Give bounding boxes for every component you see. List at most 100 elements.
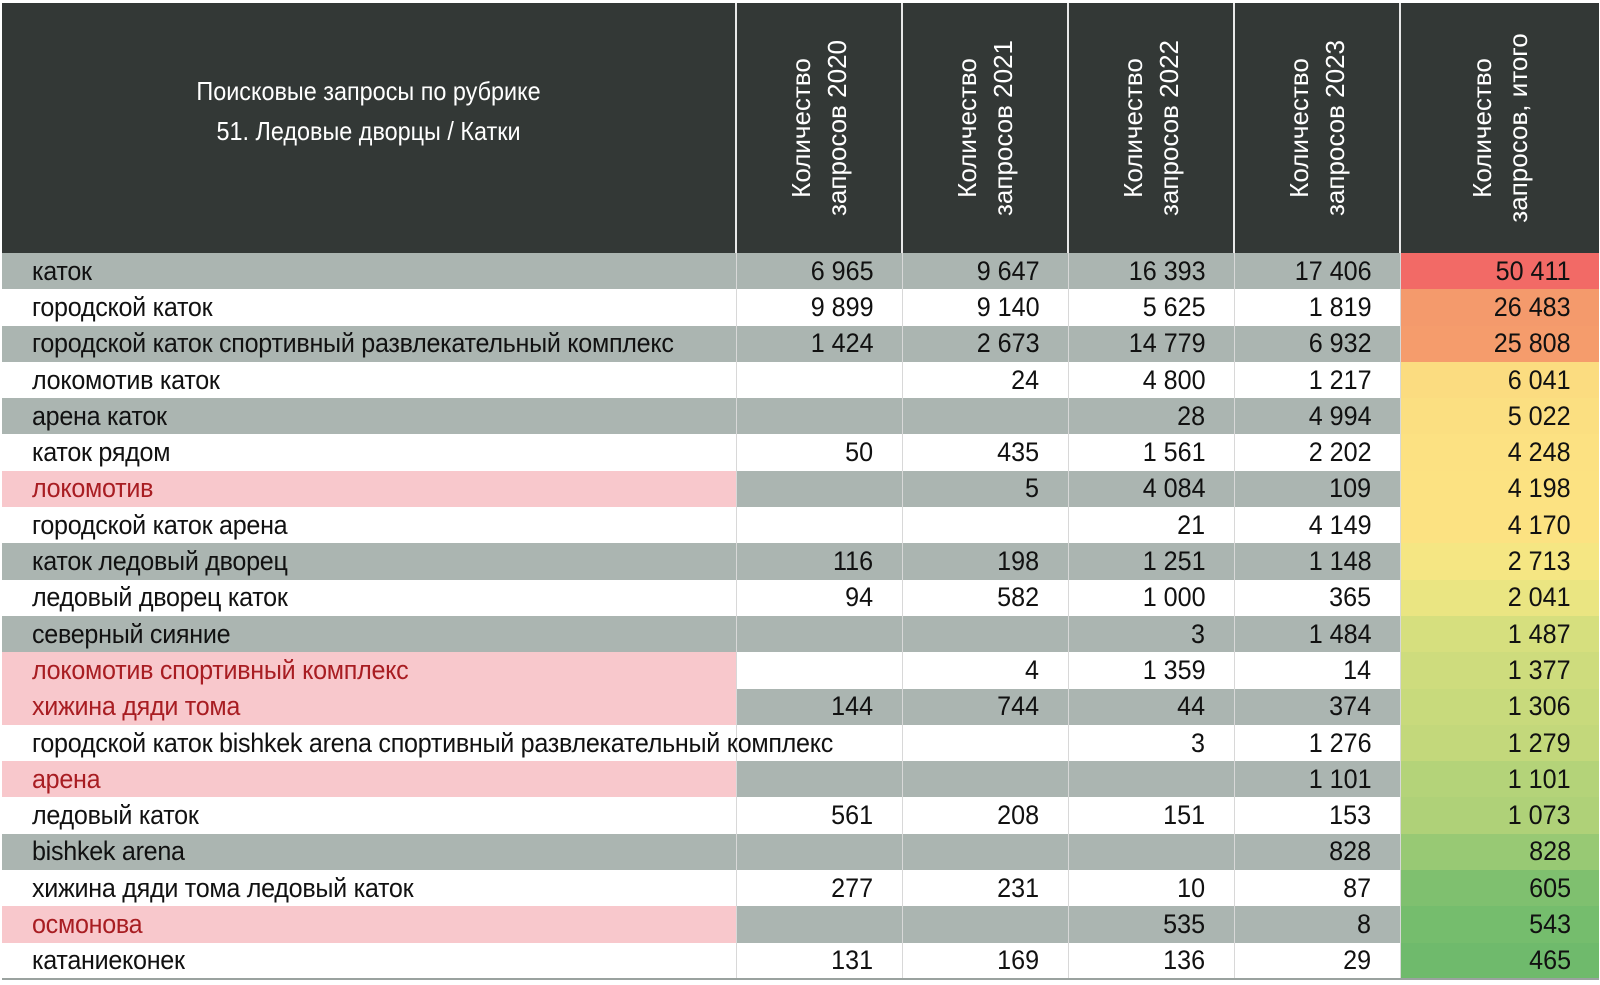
total-value: 1 101 (1508, 763, 1571, 794)
count-cell-2021: 5 (902, 470, 1069, 508)
count-value: 1 217 (1308, 364, 1372, 395)
query-text: городской каток (32, 291, 213, 322)
table-row: локомотив спортивный комплекс 4 1 359 14 1 3… (2, 652, 1599, 689)
table-row: городской каток спортивный развлекательн… (2, 325, 1599, 362)
count-cell-2023: 1 819 (1234, 289, 1401, 326)
count-cell-2023: 14 (1234, 652, 1401, 689)
total-value: 5 022 (1508, 400, 1571, 431)
table-row: городской каток bishkek arena спортивный… (2, 724, 1599, 762)
count-value: 231 (997, 872, 1040, 903)
table-row: каток рядом 50 435 1 561 2 202 4 248 (2, 434, 1599, 471)
table-row: bishkek arena 828 828 (2, 833, 1599, 871)
count-value: 535 (1163, 908, 1206, 939)
query-text: ледовый каток (32, 800, 199, 831)
table-row: городской каток арена 21 4 149 4 170 (2, 507, 1599, 544)
count-cell-2021 (902, 724, 1069, 762)
table-row: каток ледовый дворец 116 198 1 251 1 148 2 71… (2, 543, 1599, 580)
count-value: 1 359 (1142, 654, 1206, 685)
count-value: 1 561 (1142, 437, 1206, 468)
total-cell: 1 377 (1400, 652, 1599, 689)
count-cell-2022: 1 561 (1068, 434, 1235, 471)
table-row: арена 1 101 1 101 (2, 761, 1599, 798)
count-cell-2020: 6 965 (736, 253, 903, 290)
table-title: Поисковые запросы по рубрике 51. Ледовые… (2, 3, 737, 253)
count-value: 1 251 (1142, 546, 1206, 577)
table-row: хижина дяди тома 144 744 44 374 1 306 (2, 688, 1599, 725)
count-value: 744 (997, 691, 1040, 722)
column-header-2020: Количество запросов 2020 (736, 3, 903, 253)
count-value: 4 800 (1142, 364, 1206, 395)
count-cell-2021: 4 (902, 652, 1069, 689)
count-cell-2021: 435 (902, 434, 1069, 471)
search-queries-table: Поисковые запросы по рубрике 51. Ледовые… (2, 3, 1599, 980)
count-value: 9 140 (976, 291, 1040, 322)
count-cell-2022 (1068, 761, 1235, 798)
count-value: 153 (1329, 800, 1372, 831)
count-cell-2020 (736, 652, 903, 689)
count-cell-2021 (902, 906, 1069, 943)
table-row: ледовый каток 561 208 151 153 1 073 (2, 797, 1599, 834)
table-body: каток 6 965 9 647 16 393 17 406 50 411 городск… (2, 253, 1599, 980)
table-row: хижина дяди тома ледовый каток 277 231 10 87… (2, 870, 1599, 907)
count-cell-2021: 231 (902, 870, 1069, 907)
count-cell-2021: 582 (902, 579, 1069, 616)
query-text: хижина дяди тома (32, 691, 241, 722)
query-cell: осмонова (2, 906, 737, 943)
table-row: катаниеконек 131 169 136 29 465 (2, 942, 1599, 980)
table-title-line2: 51. Ледовые дворцы / Катки (216, 116, 521, 146)
count-cell-2020 (736, 398, 903, 435)
query-cell: ледовый дворец каток (2, 579, 737, 616)
count-cell-2021 (902, 833, 1069, 871)
total-cell: 6 041 (1400, 361, 1599, 399)
count-value: 14 779 (1128, 328, 1206, 359)
table-row: локомотив каток 24 4 800 1 217 6 041 (2, 361, 1599, 399)
count-value: 24 (1011, 364, 1040, 395)
count-value: 2 202 (1308, 437, 1372, 468)
total-cell: 5 022 (1400, 398, 1599, 435)
count-value: 5 625 (1142, 291, 1206, 322)
table-row: арена каток 28 4 994 5 022 (2, 398, 1599, 435)
count-cell-2021: 208 (902, 797, 1069, 834)
count-value: 582 (997, 582, 1040, 613)
count-value: 14 (1343, 654, 1372, 685)
count-cell-2020: 131 (736, 942, 903, 980)
query-cell: хижина дяди тома (2, 688, 737, 725)
table-title-line1: Поисковые запросы по рубрике (196, 76, 541, 106)
count-value: 44 (1177, 691, 1206, 722)
count-value: 144 (831, 691, 874, 722)
count-cell-2022: 21 (1068, 507, 1235, 544)
total-value: 1 377 (1508, 654, 1571, 685)
count-cell-2020: 277 (736, 870, 903, 907)
count-cell-2023: 153 (1234, 797, 1401, 834)
count-cell-2023: 1 101 (1234, 761, 1401, 798)
total-value: 25 808 (1494, 328, 1571, 359)
count-value: 1 819 (1308, 291, 1372, 322)
count-cell-2022: 4 800 (1068, 361, 1235, 399)
column-header-2021: Количество запросов 2021 (902, 3, 1069, 253)
count-cell-2023: 1 484 (1234, 615, 1401, 653)
total-value: 2 713 (1508, 546, 1571, 577)
total-cell: 4 170 (1400, 507, 1599, 544)
count-cell-2021: 9 647 (902, 253, 1069, 290)
count-cell-2022: 535 (1068, 906, 1235, 943)
count-value: 1 484 (1308, 618, 1372, 649)
query-text: каток рядом (32, 437, 171, 468)
count-value: 4 (1025, 654, 1040, 685)
total-cell: 4 198 (1400, 470, 1599, 508)
count-cell-2020 (736, 906, 903, 943)
total-cell: 465 (1400, 942, 1599, 980)
count-value: 208 (997, 800, 1040, 831)
count-cell-2022: 44 (1068, 688, 1235, 725)
query-text: bishkek arena (32, 836, 185, 867)
total-cell: 605 (1400, 870, 1599, 907)
table-header-row: Поисковые запросы по рубрике 51. Ледовые… (2, 3, 1599, 253)
count-cell-2020: 561 (736, 797, 903, 834)
count-value: 4 149 (1308, 509, 1372, 540)
column-header-label: Количество (1467, 58, 1497, 198)
count-value: 9 899 (810, 291, 874, 322)
count-cell-2022: 16 393 (1068, 253, 1235, 290)
total-value: 4 170 (1508, 509, 1571, 540)
count-value: 1 000 (1142, 582, 1206, 613)
total-cell: 1 101 (1400, 761, 1599, 798)
count-value: 17 406 (1294, 255, 1372, 286)
